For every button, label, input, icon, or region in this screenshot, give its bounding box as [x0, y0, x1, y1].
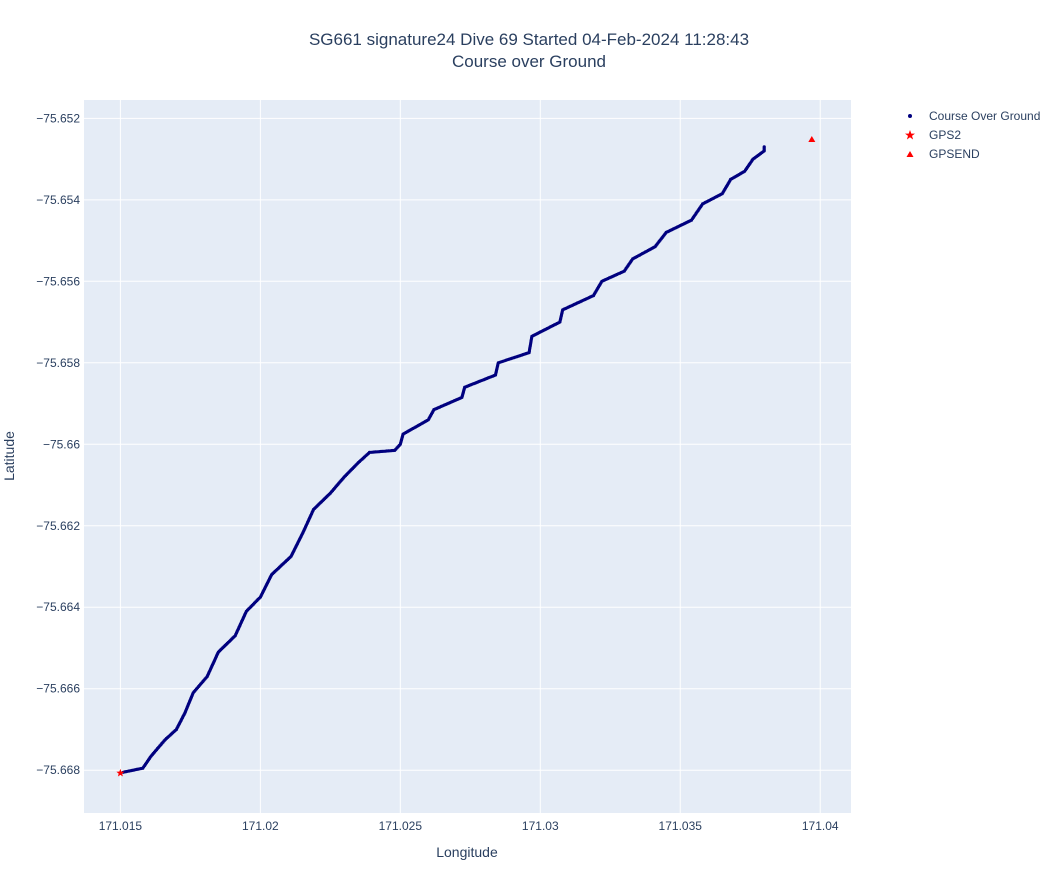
legend-item-gpsend[interactable]: GPSEND: [900, 144, 1040, 163]
y-tick-label: −75.666: [36, 682, 80, 696]
plot-area: [84, 100, 851, 813]
legend-label: Course Over Ground: [929, 108, 1041, 123]
x-tick-label: 171.025: [379, 819, 423, 833]
y-tick-label: −75.656: [36, 274, 80, 288]
star-icon: [900, 129, 920, 141]
x-axis-label: Longitude: [436, 844, 498, 860]
legend[interactable]: Course Over Ground GPS2 GPSEND: [900, 106, 1040, 163]
y-tick-label: −75.654: [36, 193, 80, 207]
y-tick-label: −75.668: [36, 763, 80, 777]
gps-markers: [116, 136, 816, 777]
x-tick-label: 171.03: [522, 819, 559, 833]
chart-subtitle: Course over Ground: [451, 52, 607, 71]
x-tick-label: 171.02: [242, 819, 279, 833]
gridlines: [84, 100, 851, 813]
x-tick-label: 171.035: [659, 819, 703, 833]
gps2-marker: [116, 768, 125, 777]
y-tick-label: −75.664: [36, 600, 80, 614]
y-axis-label: Latitude: [1, 431, 17, 481]
x-tick-label: 171.015: [99, 819, 143, 833]
legend-item-gps2[interactable]: GPS2: [900, 125, 1040, 144]
y-tick-label: −75.652: [36, 111, 80, 125]
triangle-icon: [900, 148, 920, 160]
y-tick-label: −75.662: [36, 519, 80, 533]
legend-item-course-over-ground[interactable]: Course Over Ground: [900, 106, 1040, 125]
y-tick-label: −75.658: [36, 356, 80, 370]
chart-title: SG661 signature24 Dive 69 Started 04-Feb…: [308, 30, 750, 49]
dot-icon: [900, 110, 920, 122]
track-point: [762, 145, 766, 149]
tick-labels: 171.015 171.02 171.025 171.03 171.035 171.04 −…: [36, 111, 839, 833]
legend-label: GPS2: [929, 127, 962, 142]
legend-label: GPSEND: [929, 146, 980, 161]
track-points: [121, 145, 766, 774]
x-tick-label: 171.04: [802, 819, 839, 833]
y-tick-label: −75.66: [43, 437, 80, 451]
gpsend-marker: [808, 136, 816, 143]
